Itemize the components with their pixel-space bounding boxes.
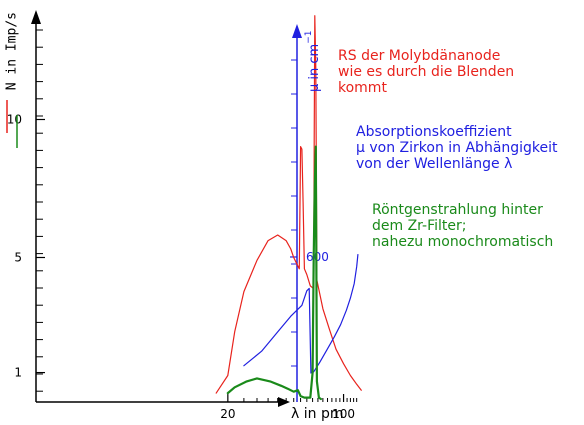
y-left-tick-label: 5 — [14, 251, 22, 265]
annotation-green-line-2: dem Zr-Filter; — [372, 218, 467, 234]
series-line-blue — [243, 254, 359, 374]
x-tick-label: 20 — [220, 407, 235, 421]
x-axis-arrow — [278, 397, 290, 407]
axes — [31, 10, 302, 407]
y-left-tick-label: 1 — [14, 366, 22, 380]
y-axis-left-arrow — [31, 10, 41, 24]
x-ticks: 20 100 — [220, 394, 358, 421]
y-right-label-text: μ in cm−1 — [304, 31, 322, 92]
series — [215, 15, 362, 401]
annotation-blue: Absorptionskoeffizient μ von Zirkon in A… — [356, 124, 558, 172]
annotation-blue-line-2: μ von Zirkon in Abhängigkeit — [356, 140, 558, 156]
y-left-tick-label: 10 — [7, 113, 22, 127]
annotation-green-line-3: nahezu monochromatisch — [372, 234, 554, 250]
y-right-label: μ in cm−1 — [304, 31, 322, 92]
annotation-red: RS der Molybdänanode wie es durch die Bl… — [338, 48, 514, 96]
y-right-label-main: μ in cm — [307, 44, 322, 92]
annotation-green: Röntgenstrahlung hinter dem Zr-Filter; n… — [372, 202, 553, 250]
y-axis-right-arrow — [292, 24, 302, 38]
x-axis-label: λ in pm — [291, 406, 343, 422]
y-left-label: N in Imp/s — [5, 12, 20, 90]
y-left-label-text: N in Imp/s — [5, 12, 20, 90]
annotation-red-line-3: kommt — [338, 80, 387, 96]
annotation-blue-line-3: von der Wellenlänge λ — [356, 156, 513, 172]
annotation-red-line-2: wie es durch die Blenden — [338, 64, 515, 80]
series-line-red — [215, 15, 362, 394]
annotation-green-line-1: Röntgenstrahlung hinter — [372, 202, 543, 218]
annotation-blue-line-1: Absorptionskoeffizient — [356, 124, 512, 140]
y-right-label-sup: −1 — [304, 31, 314, 44]
annotation-red-line-1: RS der Molybdänanode — [338, 48, 501, 64]
y-right-tick-label: 600 — [306, 250, 329, 264]
x-tick-label: 100 — [332, 407, 355, 421]
series-line-green — [226, 145, 322, 401]
